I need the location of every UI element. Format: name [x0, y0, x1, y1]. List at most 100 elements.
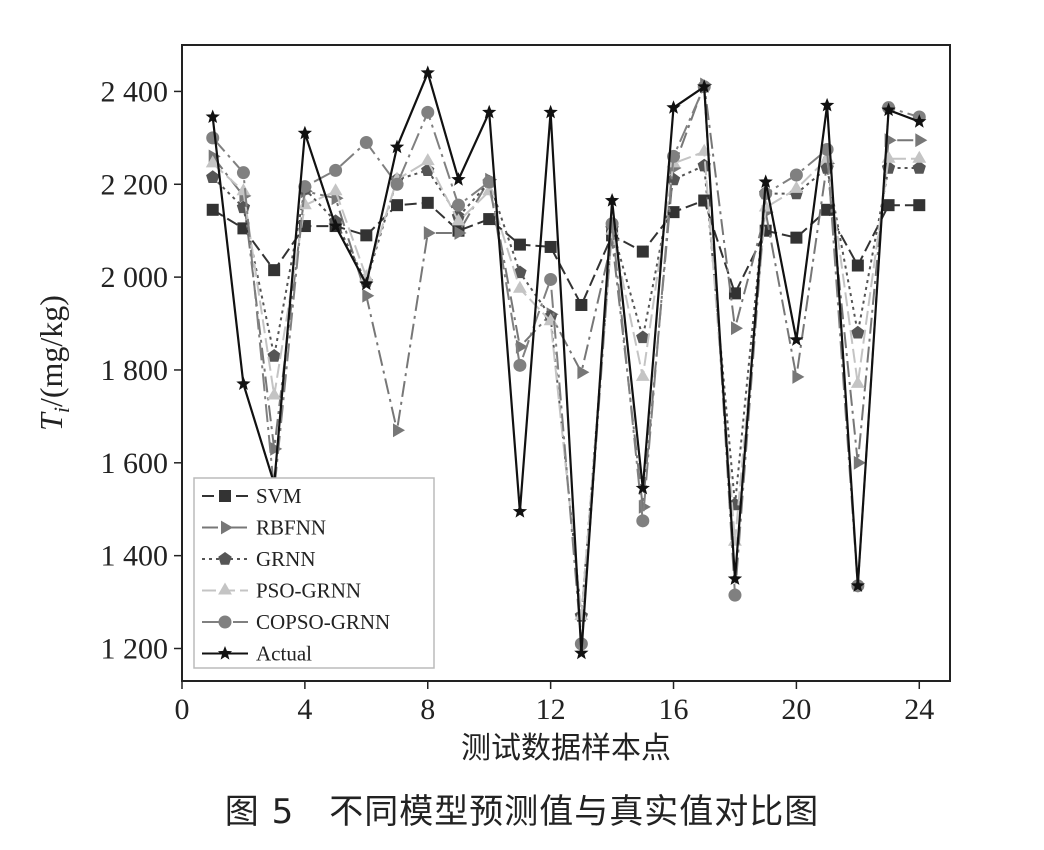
data-point-actual	[574, 645, 589, 660]
legend-marker-actual	[217, 646, 233, 660]
data-point-pso-grnn	[850, 375, 865, 388]
data-point-actual	[205, 109, 220, 123]
x-axis-ticks: 0 4 8 12 16 20 24	[175, 681, 934, 726]
data-point-copso-grnn	[789, 168, 803, 182]
data-point-actual	[389, 139, 405, 154]
y-axis-label: Ti/(mg/kg)	[33, 295, 74, 431]
data-point-actual	[850, 578, 865, 592]
data-point-actual	[359, 276, 374, 291]
data-point-svm	[483, 213, 496, 226]
data-point-actual	[297, 125, 312, 140]
data-point-svm	[913, 199, 926, 212]
data-point-svm	[851, 259, 864, 272]
x-tick-label: 8	[420, 693, 435, 726]
x-tick-label: 12	[536, 693, 566, 726]
data-point-copso-grnn	[236, 166, 250, 180]
legend-label-actual: Actual	[256, 642, 312, 666]
data-point-copso-grnn	[390, 177, 404, 191]
y-tick-label: 2 000	[101, 261, 169, 294]
data-point-pso-grnn	[635, 368, 650, 381]
data-point-svm	[360, 229, 373, 242]
legend-marker-pso-grnn	[218, 582, 232, 595]
data-point-actual	[236, 376, 251, 390]
legend-label-pso-grnn: PSO-GRNN	[256, 579, 361, 603]
data-point-actual	[635, 480, 650, 495]
data-point-rbfnn	[423, 226, 436, 240]
data-point-grnn	[636, 330, 650, 344]
data-point-pso-grnn	[789, 180, 804, 193]
data-point-actual	[789, 332, 804, 346]
chart-svg: 0 4 8 12 16 20 24 1 200 1 400 1 600 1 800 2 000 2 2…	[33, 44, 951, 766]
legend-label-copso-grnn: COPSO-GRNN	[256, 610, 390, 634]
data-point-actual	[604, 193, 620, 207]
data-point-svm	[636, 245, 649, 258]
data-point-grnn	[267, 349, 281, 362]
data-point-actual	[512, 504, 528, 518]
data-point-copso-grnn	[544, 272, 558, 286]
data-point-svm	[821, 203, 834, 216]
data-point-copso-grnn	[728, 588, 742, 602]
data-point-actual	[420, 65, 435, 79]
legend-marker-grnn	[218, 552, 232, 565]
y-tick-label: 1 400	[101, 540, 169, 573]
data-point-svm	[206, 203, 219, 216]
data-point-svm	[268, 264, 281, 277]
data-point-svm	[728, 287, 741, 300]
x-tick-label: 24	[904, 693, 934, 726]
data-point-svm	[575, 298, 588, 311]
data-point-pso-grnn	[912, 150, 927, 163]
legend-marker-rbfnn	[221, 520, 233, 535]
data-point-rbfnn	[853, 455, 866, 470]
data-point-pso-grnn	[236, 183, 251, 196]
data-point-copso-grnn	[482, 175, 496, 189]
x-tick-label: 16	[659, 693, 689, 726]
figure-caption: 图 5 不同模型预测值与真实值对比图	[224, 792, 820, 832]
x-tick-label: 20	[781, 693, 811, 726]
data-point-rbfnn	[362, 288, 375, 303]
legend-label-grnn: GRNN	[256, 547, 316, 571]
data-point-actual	[727, 571, 743, 585]
data-point-pso-grnn	[758, 199, 773, 212]
series-line-actual	[211, 71, 920, 655]
data-point-pso-grnn	[451, 213, 466, 226]
data-point-rbfnn	[515, 339, 528, 354]
x-axis-label: 测试数据样本点	[461, 731, 671, 766]
data-point-copso-grnn	[421, 105, 435, 119]
data-point-pso-grnn	[420, 153, 435, 166]
data-point-grnn	[666, 172, 681, 186]
y-axis-ticks: 1 200 1 400 1 600 1 800 2 000 2 200 2 400	[101, 75, 182, 666]
data-point-rbfnn	[393, 423, 405, 438]
data-point-svm	[882, 199, 895, 212]
legend-marker-svm	[219, 490, 231, 502]
x-tick-label: 0	[175, 693, 190, 726]
data-point-actual	[328, 218, 343, 233]
data-point-actual	[451, 172, 466, 186]
data-point-rbfnn	[731, 321, 743, 336]
data-point-actual	[881, 102, 896, 117]
data-point-actual	[482, 104, 497, 119]
data-point-svm	[544, 240, 557, 253]
y-tick-label: 1 600	[101, 447, 169, 480]
series-line-copso-grnn	[211, 85, 920, 645]
data-point-rbfnn	[454, 226, 467, 240]
series-line-grnn	[211, 164, 920, 617]
data-point-svm	[513, 238, 526, 251]
y-tick-label: 1 200	[101, 633, 169, 666]
legend: SVM RBFNN GRNN PSO-GRNN COPSO-GRNN Actual	[193, 477, 435, 669]
data-point-rbfnn	[792, 370, 805, 384]
data-point-copso-grnn	[636, 514, 650, 528]
data-point-svm	[421, 196, 434, 209]
data-point-copso-grnn	[359, 135, 373, 149]
y-tick-label: 2 200	[101, 168, 169, 201]
data-point-grnn	[912, 161, 926, 174]
legend-label-svm: SVM	[256, 484, 302, 508]
data-point-pso-grnn	[881, 150, 896, 163]
y-axis-label-sub: i	[49, 407, 74, 413]
x-tick-label: 4	[297, 693, 312, 726]
plot-frame	[181, 44, 951, 682]
data-point-pso-grnn	[513, 280, 527, 293]
data-point-pso-grnn	[267, 387, 282, 400]
data-point-grnn	[851, 325, 865, 339]
data-point-svm	[667, 206, 680, 219]
y-tick-label: 1 800	[101, 354, 169, 387]
